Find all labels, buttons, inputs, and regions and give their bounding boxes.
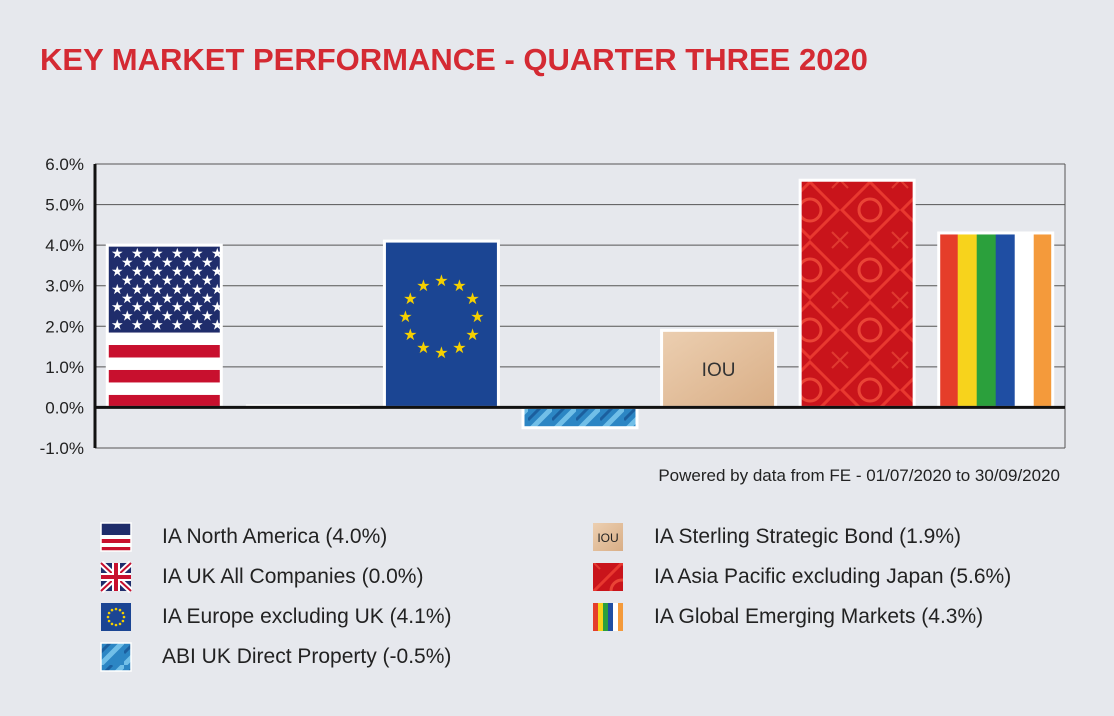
svg-text:★: ★ — [111, 282, 124, 298]
y-tick-label: 6.0% — [45, 155, 84, 174]
y-tick-label: 0.0% — [45, 398, 84, 417]
svg-text:★: ★ — [434, 271, 448, 290]
legend-item: IA UK All Companies (0.0%) — [100, 560, 423, 594]
svg-text:★: ★ — [131, 264, 144, 280]
svg-text:★: ★ — [201, 309, 214, 325]
svg-text:★: ★ — [111, 246, 124, 262]
svg-text:★: ★ — [151, 282, 164, 298]
svg-text:★: ★ — [201, 273, 214, 289]
swatch-text: IOU — [597, 531, 618, 545]
legend-label: ABI UK Direct Property (-0.5%) — [162, 645, 452, 668]
svg-text:★: ★ — [398, 307, 412, 326]
svg-text:★: ★ — [191, 264, 204, 280]
y-tick-label: 3.0% — [45, 277, 84, 296]
svg-text:★: ★ — [191, 282, 204, 298]
svg-text:★: ★ — [151, 318, 164, 334]
svg-text:★: ★ — [171, 318, 184, 334]
svg-text:★: ★ — [151, 264, 164, 280]
us-flag-swatch — [100, 522, 132, 552]
svg-text:★: ★ — [151, 300, 164, 316]
svg-text:★: ★ — [131, 246, 144, 262]
svg-text:★: ★ — [141, 273, 154, 289]
svg-text:★: ★ — [121, 273, 134, 289]
bar: IOU — [660, 328, 778, 409]
legend-item: IA North America (4.0%) — [100, 520, 387, 554]
svg-text:★: ★ — [201, 255, 214, 271]
svg-text:★: ★ — [181, 255, 194, 271]
svg-text:★: ★ — [161, 291, 174, 307]
svg-text:★: ★ — [121, 309, 134, 325]
legend-item: IA Europe excluding UK (4.1%) — [100, 600, 452, 634]
svg-text:★: ★ — [452, 338, 466, 357]
y-tick-label: 1.0% — [45, 358, 84, 377]
bar: ★ ★★★★★★★★★★★ — [382, 239, 500, 409]
svg-text:★: ★ — [191, 246, 204, 262]
svg-text:★: ★ — [416, 276, 430, 295]
chart-title: KEY MARKET PERFORMANCE - QUARTER THREE 2… — [40, 42, 868, 77]
svg-text:★: ★ — [201, 291, 214, 307]
svg-text:★: ★ — [121, 291, 134, 307]
legend-label: IA Europe excluding UK (4.1%) — [162, 605, 452, 628]
svg-text:★: ★ — [151, 246, 164, 262]
svg-text:★: ★ — [161, 309, 174, 325]
bar: ★ ★ ★ ★ ★ ★★ ★ ★ ★ ★★ ★ ★ ★ ★ ★★ ★ ★ ★ ★★ ★ ★ ★ ★ ★★ ★ ★ ★ ★★ ★ ★ ★ ★ ★★… — [105, 243, 224, 409]
svg-text:★: ★ — [465, 325, 479, 344]
svg-text:★: ★ — [141, 291, 154, 307]
svg-text:★: ★ — [131, 318, 144, 334]
svg-text:★: ★ — [161, 255, 174, 271]
svg-text:★: ★ — [416, 338, 430, 357]
legend-item: IA Global Emerging Markets (4.3%) — [592, 600, 983, 634]
legend-item: ABI UK Direct Property (-0.5%) — [100, 640, 451, 674]
svg-text:★: ★ — [403, 289, 417, 308]
svg-text:★: ★ — [181, 291, 194, 307]
svg-text:★: ★ — [191, 300, 204, 316]
svg-text:★: ★ — [465, 289, 479, 308]
bar — [798, 178, 916, 409]
svg-text:★: ★ — [161, 273, 174, 289]
asia-swatch — [593, 563, 623, 591]
legend-label: IA UK All Companies (0.0%) — [162, 565, 424, 588]
svg-text:★: ★ — [181, 273, 194, 289]
legend-label: IA Asia Pacific excluding Japan (5.6%) — [654, 565, 1012, 588]
legend-item: IOU IA Sterling Strategic Bond (1.9%) — [592, 520, 961, 554]
iou-swatch: IOU — [593, 523, 623, 551]
svg-text:★: ★ — [131, 282, 144, 298]
bar — [937, 231, 1055, 409]
legend-label: IA Sterling Strategic Bond (1.9%) — [654, 525, 961, 548]
svg-text:★: ★ — [171, 300, 184, 316]
svg-text:★: ★ — [181, 309, 194, 325]
svg-text:★: ★ — [131, 300, 144, 316]
svg-text:★: ★ — [171, 246, 184, 262]
svg-text:★: ★ — [121, 255, 134, 271]
svg-text:★: ★ — [141, 255, 154, 271]
property-swatch — [100, 642, 132, 672]
svg-text:★: ★ — [470, 307, 484, 326]
svg-text:★: ★ — [434, 343, 448, 362]
legend-label: IA North America (4.0%) — [162, 525, 388, 548]
eu-flag-swatch — [101, 603, 131, 631]
y-tick-label: 5.0% — [45, 196, 84, 215]
legend-item: IA Asia Pacific excluding Japan (5.6%) — [592, 560, 1011, 594]
bar-text: IOU — [702, 360, 736, 381]
bar — [521, 405, 639, 430]
svg-text:★: ★ — [403, 325, 417, 344]
svg-text:★: ★ — [111, 300, 124, 316]
y-tick-label: 2.0% — [45, 317, 84, 336]
svg-text:★: ★ — [171, 282, 184, 298]
svg-text:★: ★ — [111, 264, 124, 280]
rainbow-swatch — [593, 603, 623, 631]
uk-flag-swatch — [100, 561, 132, 593]
svg-text:★: ★ — [171, 264, 184, 280]
data-source-note: Powered by data from FE - 01/07/2020 to … — [658, 466, 1060, 485]
y-tick-label: 4.0% — [45, 236, 84, 255]
svg-text:★: ★ — [452, 276, 466, 295]
legend-label: IA Global Emerging Markets (4.3%) — [654, 605, 984, 628]
svg-text:★: ★ — [191, 318, 204, 334]
y-tick-label: -1.0% — [40, 439, 84, 458]
svg-text:★: ★ — [111, 318, 124, 334]
svg-text:★: ★ — [141, 309, 154, 325]
